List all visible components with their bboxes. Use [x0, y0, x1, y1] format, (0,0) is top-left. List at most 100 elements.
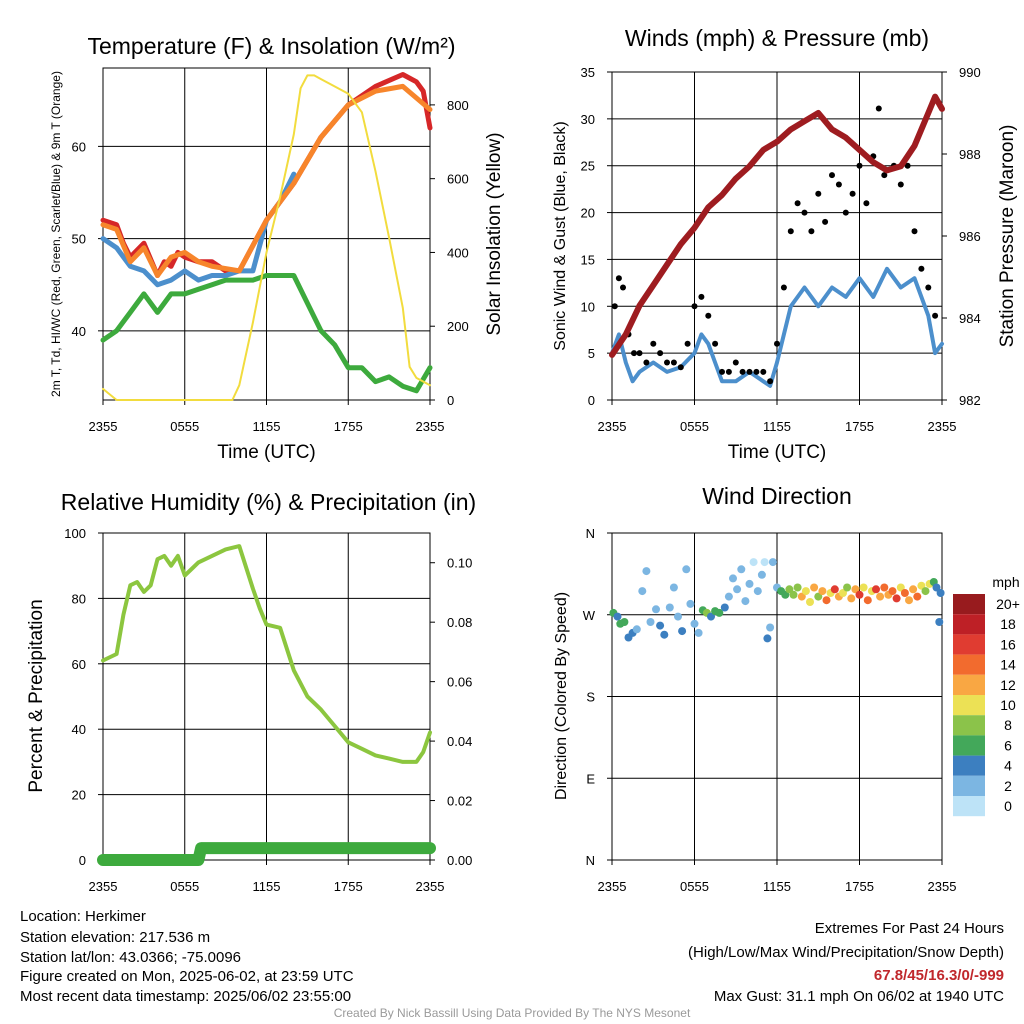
legend-swatch	[953, 614, 985, 635]
series-line-relative-humidity	[101, 544, 432, 764]
y-tick-label: 60	[72, 657, 86, 672]
gust-point	[719, 368, 725, 375]
panel-2	[607, 71, 947, 405]
direction-point	[674, 612, 682, 621]
direction-point	[818, 587, 827, 596]
gust-point	[904, 162, 911, 169]
gust-point	[620, 284, 626, 291]
gust-point	[615, 275, 622, 282]
direction-point	[729, 574, 737, 583]
chart-title: Relative Humidity (%) & Precipitation (i…	[61, 489, 476, 515]
gust-point	[932, 312, 939, 319]
direction-point	[660, 630, 669, 639]
legend-swatch	[953, 775, 985, 796]
y-tick-label: 50	[72, 232, 86, 247]
direction-point	[757, 570, 766, 579]
direction-point	[741, 597, 750, 606]
y2-tick-label: 600	[447, 172, 469, 187]
x-tick-label: 0555	[170, 879, 199, 894]
gust-point	[829, 172, 835, 179]
gust-point	[636, 350, 643, 357]
direction-point	[793, 583, 802, 592]
x-tick-label: 1755	[845, 419, 874, 434]
x-tick-label: 2355	[598, 419, 627, 434]
y2-tick-label: 0.04	[447, 734, 472, 749]
direction-point	[863, 596, 872, 605]
gust-point	[643, 359, 650, 366]
direction-point	[822, 596, 831, 605]
direction-point	[678, 627, 687, 636]
direction-point	[749, 558, 758, 567]
gust-point	[670, 359, 677, 366]
y-tick-label: S	[586, 690, 595, 705]
series-line-solar-insolation	[102, 74, 431, 401]
y2-tick-label: 0.00	[447, 853, 472, 868]
x-axis-title: Time (UTC)	[728, 442, 827, 463]
direction-point	[932, 583, 941, 592]
max-gust: Max Gust: 31.1 mph On 06/02 at 1940 UTC	[713, 988, 1004, 1005]
chart-title: Winds (mph) & Pressure (mb)	[625, 25, 929, 51]
direction-point	[876, 592, 885, 601]
legend-label: 0	[1004, 798, 1012, 814]
y2-tick-label: 400	[447, 245, 469, 260]
direction-point	[785, 585, 794, 594]
x-tick-label: 2355	[928, 879, 957, 894]
gust-point	[808, 228, 815, 235]
y-tick-label: 15	[581, 252, 595, 267]
extremes-title: Extremes For Past 24 Hours	[814, 920, 1004, 937]
info-location: Location: Herkimer	[20, 908, 146, 925]
y-tick-label: E	[586, 771, 595, 786]
x-tick-label: 0555	[170, 419, 199, 434]
gust-point	[780, 284, 787, 291]
x-tick-label: 2355	[598, 879, 627, 894]
y-tick-label: 25	[581, 159, 595, 174]
direction-point	[686, 599, 695, 608]
direction-point	[801, 587, 810, 596]
x-tick-label: 2355	[928, 419, 957, 434]
direction-point	[909, 585, 918, 594]
y2-tick-label: 0.08	[447, 615, 472, 630]
direction-point	[892, 594, 901, 603]
y-tick-label: N	[586, 853, 595, 868]
x-tick-label: 1755	[845, 879, 874, 894]
legend-label: 4	[1004, 758, 1012, 774]
info-elevation: Station elevation: 217.536 m	[20, 929, 211, 946]
y2-tick-label: 984	[959, 311, 981, 326]
info-latlon: Station lat/lon: 43.0366; -75.0096	[20, 949, 242, 966]
series-line-station-pressure	[609, 93, 945, 358]
y2-tick-label: 990	[959, 65, 981, 80]
gust-point	[725, 368, 732, 375]
direction-point	[632, 625, 641, 634]
panel-3	[97, 532, 436, 866]
gust-point	[881, 172, 888, 179]
y-axis-title: Sonic Wind & Gust (Blue, Black)	[552, 121, 569, 350]
y-axis-title: Percent & Precipitation	[26, 599, 47, 792]
direction-point	[737, 565, 746, 574]
direction-point	[843, 583, 852, 592]
y-tick-label: 80	[72, 591, 86, 606]
gust-point	[794, 200, 801, 207]
gust-point	[760, 368, 767, 375]
series-line-sonic-wind	[610, 266, 944, 388]
y-tick-label: 40	[72, 324, 86, 339]
direction-point	[921, 587, 930, 596]
gust-point	[705, 312, 712, 319]
direction-point	[715, 608, 724, 617]
direction-point	[620, 618, 629, 626]
legend-label: 20+	[996, 596, 1020, 612]
direction-point	[888, 587, 897, 596]
series-line-2m-t	[100, 72, 433, 278]
direction-point	[724, 592, 733, 601]
direction-point	[694, 628, 703, 637]
gust-point	[822, 218, 829, 225]
x-tick-label: 1155	[253, 879, 281, 894]
direction-point	[936, 589, 945, 597]
direction-point	[839, 589, 847, 597]
gust-point	[911, 228, 918, 235]
y-tick-label: 5	[588, 346, 595, 361]
legend-label: 6	[1004, 737, 1012, 753]
y-axis-title: 2m T, Td, HI/WC (Red, Green, Scarlet/Blu…	[49, 71, 63, 397]
direction-point	[690, 619, 699, 628]
direction-point	[900, 589, 909, 597]
